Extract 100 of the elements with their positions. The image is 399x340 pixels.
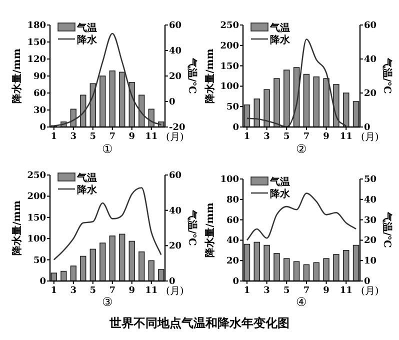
- bar: [119, 72, 126, 128]
- x-axis-title: (月): [361, 132, 379, 143]
- legend-label: 气温: [269, 22, 290, 34]
- x-tick-label: 3: [264, 132, 270, 142]
- x-tick-label: 11: [145, 286, 158, 296]
- bar: [323, 258, 330, 282]
- x-axis-title: (月): [361, 286, 379, 297]
- y2-axis-title: 气温/℃: [381, 211, 393, 248]
- y2-tick-label: 20: [169, 72, 182, 82]
- bar: [138, 94, 145, 128]
- y2-tick-label: 10: [364, 256, 377, 267]
- bar: [128, 240, 135, 282]
- y2-tick-label: 0: [364, 123, 370, 133]
- y-tick-label: 60: [33, 89, 46, 99]
- y-axis-title: 降水量/mm: [204, 48, 216, 104]
- y-tick-label: 50: [226, 102, 239, 113]
- y-tick-label: 150: [220, 62, 239, 72]
- line-series: [53, 32, 162, 127]
- y2-tick-label: 20: [364, 236, 377, 246]
- bar: [254, 242, 260, 282]
- bar: [274, 78, 280, 128]
- legend-label: 降水: [270, 188, 291, 200]
- x-tick-label: 5: [90, 286, 96, 296]
- y-tick-label: 100: [220, 175, 239, 185]
- bar: [293, 261, 300, 282]
- bar: [148, 260, 154, 282]
- y-tick-label: 250: [220, 21, 239, 31]
- x-tick-label: 3: [264, 286, 270, 296]
- y-tick-label: 0: [40, 277, 46, 287]
- bar: [100, 76, 106, 128]
- y-axis-title: 降水量/mm: [11, 48, 23, 104]
- text: ②: [296, 142, 307, 156]
- x-tick-label: 5: [90, 132, 96, 142]
- y-tick-label: 150: [27, 213, 46, 224]
- y-tick-label: 100: [220, 82, 239, 92]
- bar: [352, 101, 360, 128]
- x-tick-label: 11: [340, 132, 352, 142]
- legend-label: 降水: [270, 34, 291, 46]
- x-tick-label: 1: [50, 286, 58, 296]
- bar: [264, 244, 270, 282]
- bar: [100, 242, 106, 282]
- bar: [342, 92, 350, 128]
- y2-tick-label: 40: [364, 55, 377, 65]
- x-axis-title: (月): [166, 132, 184, 143]
- bar: [284, 70, 290, 128]
- y-tick-label: 150: [27, 38, 46, 48]
- y2-tick-label: 60: [364, 21, 377, 31]
- y-tick-label: 40: [226, 236, 239, 246]
- y2-tick-label: 0: [364, 277, 370, 287]
- y2-tick-label: 60: [169, 21, 182, 31]
- y-tick-label: 50: [33, 256, 46, 266]
- y2-tick-label: 20: [169, 242, 182, 252]
- bar: [80, 94, 86, 128]
- y2-tick-label: -20: [169, 123, 186, 133]
- text: ①: [102, 142, 113, 156]
- bar: [284, 258, 290, 282]
- y-tick-label: 30: [33, 106, 46, 116]
- x-tick-label: 11: [145, 132, 158, 142]
- y2-tick-label: 20: [364, 89, 377, 99]
- x-tick-label: 3: [70, 286, 77, 296]
- bar: [119, 234, 126, 282]
- legend-label: 气温: [76, 172, 97, 184]
- y2-tick-label: 30: [364, 216, 377, 226]
- bar: [303, 264, 310, 282]
- bar: [70, 266, 76, 282]
- x-tick-label: 1: [50, 132, 58, 142]
- y-tick-label: 100: [27, 234, 46, 245]
- y2-tick-label: 40: [169, 206, 182, 216]
- y-tick-label: 120: [27, 55, 46, 65]
- y2-tick-label: 0: [169, 98, 176, 108]
- bar: [342, 250, 350, 282]
- bar: [352, 244, 360, 282]
- y-axis-title: 降水量/mm: [11, 200, 23, 256]
- x-tick-label: 7: [303, 132, 310, 142]
- x-tick-label: 1: [244, 286, 250, 296]
- legend-label: 降水: [77, 34, 98, 46]
- y-tick-label: 200: [27, 192, 46, 202]
- bar: [333, 84, 340, 128]
- bar: [158, 269, 164, 282]
- text: 世界不同地点气温和降水年变化图: [108, 316, 290, 330]
- y2-tick-label: 0: [169, 277, 176, 287]
- y-tick-label: 200: [220, 41, 239, 52]
- x-tick-label: 11: [340, 286, 352, 296]
- bar: [313, 262, 320, 282]
- x-tick-label: 9: [128, 286, 135, 296]
- bar: [303, 74, 310, 128]
- y2-axis-title: 气温/℃: [381, 57, 393, 94]
- legend-label: 气温: [269, 176, 290, 188]
- bar: [313, 76, 320, 128]
- y-tick-label: 90: [33, 72, 46, 82]
- x-tick-label: 7: [109, 286, 116, 296]
- legend-label: 气温: [76, 22, 97, 34]
- text: ③: [102, 295, 113, 309]
- bar: [80, 256, 86, 282]
- bar: [244, 244, 250, 282]
- x-tick-label: 5: [283, 286, 290, 296]
- y-tick-label: 60: [226, 216, 239, 226]
- x-tick-label: 9: [128, 132, 135, 142]
- y2-tick-label: 40: [364, 195, 377, 206]
- bar: [109, 70, 116, 128]
